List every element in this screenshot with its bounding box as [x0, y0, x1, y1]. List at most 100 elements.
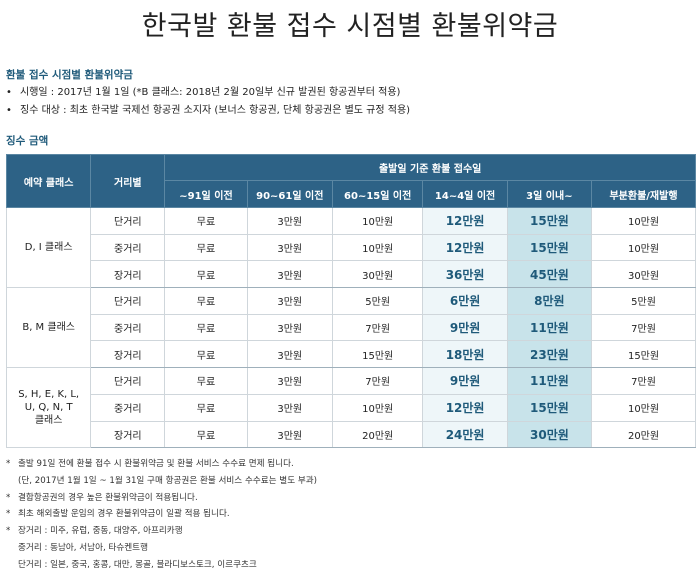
fee-cell: 10만원 [591, 207, 696, 235]
column-group-header: 출발일 기준 환불 접수일 [164, 154, 696, 181]
fee-cell: 15만원 [506, 393, 593, 422]
distance-cell: 중거리 [90, 313, 166, 342]
fee-cell: 무료 [164, 233, 248, 262]
fee-cell: 45만원 [506, 260, 593, 289]
fee-cell: 7만원 [591, 313, 696, 342]
fee-cell: 9만원 [422, 313, 508, 342]
note-item: 중거리 : 동남아, 서남아, 타슈켄트행 [6, 540, 317, 557]
table-row: S, H, E, K, L, U, Q, N, T 클래스 단거리 무료 3만원 7만원… [5, 367, 696, 449]
fee-cell: 12만원 [422, 393, 508, 422]
fee-cell: 7만원 [331, 367, 424, 395]
distance-cell: 단거리 [90, 367, 166, 395]
note-item: * 출발 91일 전에 환불 접수 시 환불위약금 및 환불 서비스 수수료 면제… [6, 456, 317, 473]
column-header-period: 14~4일 이전 [422, 180, 508, 208]
asterisk-icon: * [6, 526, 11, 537]
note-text: 결합항공권의 경우 높은 환불위약금이 적용됩니다. [18, 492, 198, 503]
fee-cell: 무료 [164, 260, 248, 289]
fee-cell: 36만원 [422, 260, 508, 289]
class-cell: B, M 클래스 [5, 287, 92, 369]
fee-cell: 3만원 [246, 233, 333, 262]
fee-cell: 11만원 [506, 313, 593, 342]
fee-cell: 15만원 [591, 340, 696, 369]
fee-cell: 15만원 [506, 233, 593, 262]
fee-cell: 20만원 [331, 420, 424, 449]
column-header-distance: 거리별 [90, 154, 166, 208]
fee-cell: 무료 [164, 420, 248, 449]
note-text: 장거리 : 미주, 유럽, 중동, 대양주, 아프리카행 [18, 526, 183, 537]
fee-cell: 9만원 [422, 367, 508, 395]
section-heading-amount: 징수 금액 [6, 135, 49, 147]
fee-cell: 3만원 [246, 287, 333, 315]
column-header-period: 90~61일 이전 [246, 180, 333, 208]
distance-cell: 장거리 [90, 420, 166, 449]
fee-cell: 10만원 [591, 233, 696, 262]
note-item: * 최초 해외출발 운임의 경우 환불위약금이 일괄 적용 됩니다. [6, 506, 317, 523]
table-row: 중거리 무료 3만원 7만원 9만원 11만원 7만원 [7, 313, 696, 342]
distance-cell: 장거리 [90, 340, 166, 369]
fee-cell: 무료 [164, 340, 248, 369]
distance-cell: 장거리 [90, 260, 166, 289]
fee-cell: 10만원 [331, 393, 424, 422]
asterisk-icon: * [6, 509, 11, 520]
note-item: (단, 2017년 1월 1일 ~ 1월 31일 구매 항공권은 환불 서비스 … [6, 473, 317, 490]
section-heading-refund-penalty: 환불 접수 시점별 환불위약금 [6, 69, 133, 81]
fee-cell: 30만원 [591, 260, 696, 289]
fee-cell: 3만원 [246, 207, 333, 235]
bullet-icon: • [6, 87, 12, 98]
table-row: 중거리 무료 3만원 10만원 12만원 15만원 10만원 [7, 233, 696, 262]
column-header-period: 60~15일 이전 [331, 180, 424, 208]
note-text: 중거리 : 동남아, 서남아, 타슈켄트행 [18, 542, 148, 553]
asterisk-icon: * [6, 492, 11, 503]
fee-cell: 7만원 [591, 367, 696, 395]
fee-cell: 10만원 [591, 393, 696, 422]
note-item: 단거리 : 일본, 중국, 홍콩, 대만, 몽골, 블라디보스토크, 이르쿠츠크 [6, 557, 317, 574]
fee-cell: 12만원 [422, 207, 508, 235]
fee-cell: 3만원 [246, 340, 333, 369]
refund-fee-table: 예약 클래스 거리별 출발일 기준 환불 접수일 ~91일 이전 90~61일 이… [5, 154, 696, 449]
fee-cell: 3만원 [246, 367, 333, 395]
bullet-icon: • [6, 105, 12, 116]
note-text: 최초 해외출발 운임의 경우 환불위약금이 일괄 적용 됩니다. [18, 509, 230, 520]
fee-cell: 23만원 [506, 340, 593, 369]
table-row: 장거리 무료 3만원 15만원 18만원 23만원 15만원 [7, 340, 696, 369]
fee-cell: 12만원 [422, 233, 508, 262]
fee-cell: 20만원 [591, 420, 696, 449]
fee-cell: 10만원 [331, 233, 424, 262]
fee-cell: 3만원 [246, 393, 333, 422]
fee-cell: 10만원 [331, 207, 424, 235]
fee-cell: 15만원 [506, 207, 593, 235]
distance-cell: 단거리 [90, 207, 166, 235]
table-row: B, M 클래스 단거리 무료 3만원 5만원 6만원 8만원 5만원 [5, 287, 696, 369]
fee-cell: 30만원 [506, 420, 593, 449]
distance-cell: 단거리 [90, 287, 166, 315]
fee-cell: 무료 [164, 207, 248, 235]
fee-cell: 5만원 [331, 287, 424, 315]
fee-cell: 5만원 [591, 287, 696, 315]
fee-cell: 무료 [164, 287, 248, 315]
distance-cell: 중거리 [90, 393, 166, 422]
fee-cell: 24만원 [422, 420, 508, 449]
notes-list: * 출발 91일 전에 환불 접수 시 환불위약금 및 환불 서비스 수수료 면제… [6, 456, 317, 574]
note-item: * 장거리 : 미주, 유럽, 중동, 대양주, 아프리카행 [6, 523, 317, 540]
table-row: D, I 클래스 단거리 무료 3만원 10만원 12만원 15만원 10만원 [5, 206, 696, 289]
info-item-effective-date: • 시행일 : 2017년 1월 1일 (*B 클래스: 2018년 2월 20일… [6, 84, 410, 102]
column-header-class: 예약 클래스 [5, 154, 92, 208]
note-text: (단, 2017년 1월 1일 ~ 1월 31일 구매 항공권은 환불 서비스 … [18, 475, 318, 486]
fee-cell: 18만원 [422, 340, 508, 369]
page-title: 한국발 환불 접수 시점별 환불위약금 [141, 11, 559, 42]
fee-cell: 무료 [164, 393, 248, 422]
info-item-target: • 징수 대상 : 최초 한국발 국제선 항공권 소지자 (보너스 항공권, 단체… [6, 102, 410, 120]
fee-cell: 무료 [164, 367, 248, 395]
fee-cell: 11만원 [506, 367, 593, 395]
fee-cell: 3만원 [246, 260, 333, 289]
note-text: 단거리 : 일본, 중국, 홍콩, 대만, 몽골, 블라디보스토크, 이르쿠츠크 [18, 559, 257, 570]
table-row: 중거리 무료 3만원 10만원 12만원 15만원 10만원 [7, 393, 696, 422]
info-list: • 시행일 : 2017년 1월 1일 (*B 클래스: 2018년 2월 20일… [6, 84, 410, 120]
column-header-period: 부분환불/재발행 [591, 180, 696, 208]
distance-cell: 중거리 [90, 233, 166, 262]
fee-cell: 6만원 [422, 287, 508, 315]
asterisk-icon: * [6, 459, 11, 469]
column-header-period: ~91일 이전 [164, 180, 248, 208]
fee-cell: 무료 [164, 313, 248, 342]
table-row: 장거리 무료 3만원 30만원 36만원 45만원 30만원 [7, 260, 696, 289]
